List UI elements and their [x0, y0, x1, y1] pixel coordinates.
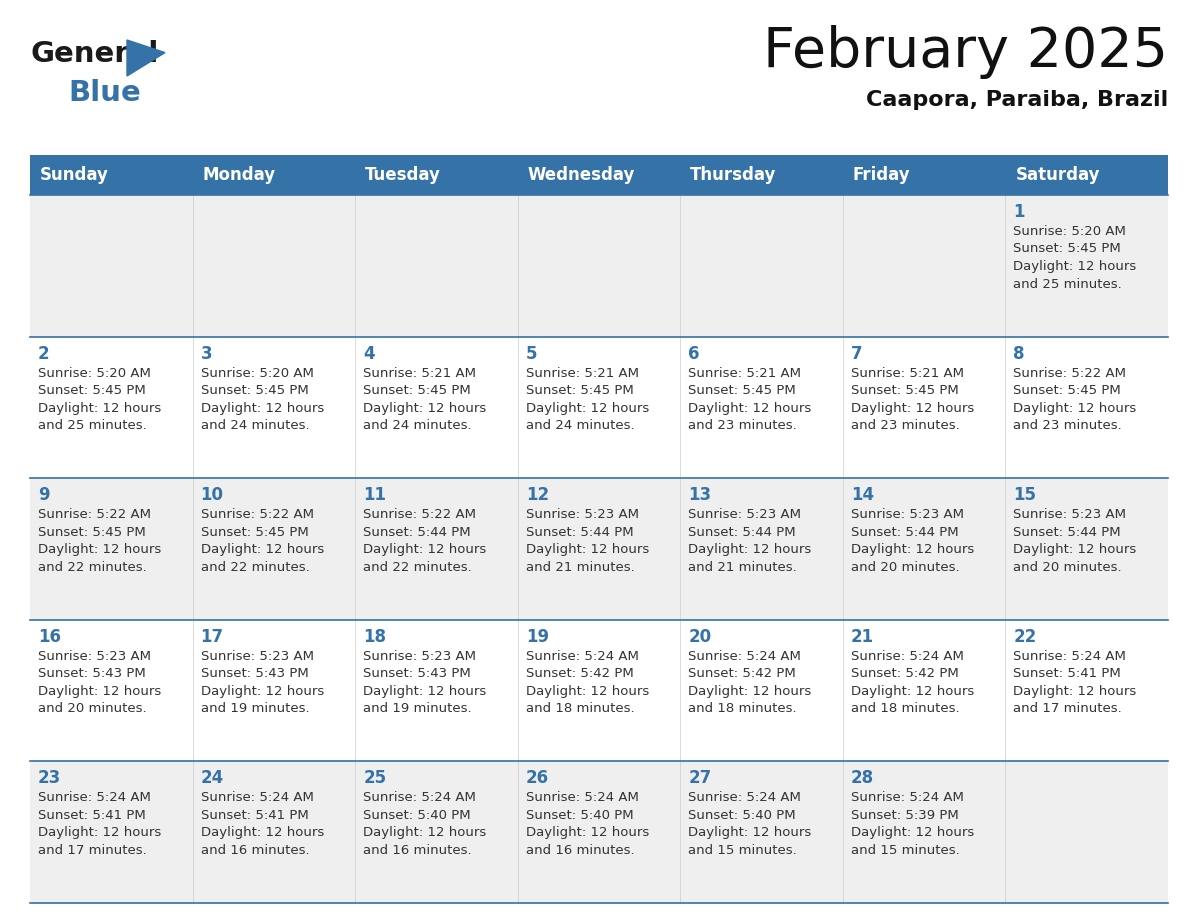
Text: 17: 17: [201, 628, 223, 645]
Text: 8: 8: [1013, 344, 1025, 363]
Text: Monday: Monday: [203, 166, 276, 184]
Text: Friday: Friday: [853, 166, 910, 184]
Text: Sunrise: 5:20 AM
Sunset: 5:45 PM
Daylight: 12 hours
and 24 minutes.: Sunrise: 5:20 AM Sunset: 5:45 PM Dayligh…: [201, 366, 324, 432]
Bar: [30, 761, 1168, 903]
Text: Sunrise: 5:24 AM
Sunset: 5:42 PM
Daylight: 12 hours
and 18 minutes.: Sunrise: 5:24 AM Sunset: 5:42 PM Dayligh…: [526, 650, 649, 715]
Polygon shape: [127, 40, 165, 76]
Text: Sunrise: 5:24 AM
Sunset: 5:42 PM
Daylight: 12 hours
and 18 minutes.: Sunrise: 5:24 AM Sunset: 5:42 PM Dayligh…: [688, 650, 811, 715]
Text: Thursday: Thursday: [690, 166, 777, 184]
Text: Saturday: Saturday: [1016, 166, 1100, 184]
Text: 2: 2: [38, 344, 50, 363]
Text: 9: 9: [38, 487, 50, 504]
Text: Sunrise: 5:23 AM
Sunset: 5:44 PM
Daylight: 12 hours
and 21 minutes.: Sunrise: 5:23 AM Sunset: 5:44 PM Dayligh…: [526, 509, 649, 574]
Text: Sunrise: 5:24 AM
Sunset: 5:40 PM
Daylight: 12 hours
and 15 minutes.: Sunrise: 5:24 AM Sunset: 5:40 PM Dayligh…: [688, 791, 811, 856]
Text: 26: 26: [526, 769, 549, 788]
Bar: [30, 155, 1168, 195]
Text: Sunrise: 5:22 AM
Sunset: 5:45 PM
Daylight: 12 hours
and 22 minutes.: Sunrise: 5:22 AM Sunset: 5:45 PM Dayligh…: [201, 509, 324, 574]
Text: Sunrise: 5:23 AM
Sunset: 5:44 PM
Daylight: 12 hours
and 20 minutes.: Sunrise: 5:23 AM Sunset: 5:44 PM Dayligh…: [1013, 509, 1137, 574]
Text: 4: 4: [364, 344, 374, 363]
Text: Sunrise: 5:24 AM
Sunset: 5:39 PM
Daylight: 12 hours
and 15 minutes.: Sunrise: 5:24 AM Sunset: 5:39 PM Dayligh…: [851, 791, 974, 856]
Text: Sunrise: 5:24 AM
Sunset: 5:41 PM
Daylight: 12 hours
and 17 minutes.: Sunrise: 5:24 AM Sunset: 5:41 PM Dayligh…: [1013, 650, 1137, 715]
Text: 22: 22: [1013, 628, 1037, 645]
Text: Sunrise: 5:24 AM
Sunset: 5:40 PM
Daylight: 12 hours
and 16 minutes.: Sunrise: 5:24 AM Sunset: 5:40 PM Dayligh…: [526, 791, 649, 856]
Text: 6: 6: [688, 344, 700, 363]
Text: 20: 20: [688, 628, 712, 645]
Text: February 2025: February 2025: [763, 25, 1168, 79]
Text: 13: 13: [688, 487, 712, 504]
Bar: [30, 337, 1168, 478]
Text: Tuesday: Tuesday: [365, 166, 441, 184]
Text: 5: 5: [526, 344, 537, 363]
Text: 27: 27: [688, 769, 712, 788]
Text: 23: 23: [38, 769, 62, 788]
Text: Sunrise: 5:23 AM
Sunset: 5:43 PM
Daylight: 12 hours
and 19 minutes.: Sunrise: 5:23 AM Sunset: 5:43 PM Dayligh…: [201, 650, 324, 715]
Text: Sunday: Sunday: [40, 166, 109, 184]
Text: 16: 16: [38, 628, 61, 645]
Text: 21: 21: [851, 628, 874, 645]
Text: Sunrise: 5:21 AM
Sunset: 5:45 PM
Daylight: 12 hours
and 24 minutes.: Sunrise: 5:21 AM Sunset: 5:45 PM Dayligh…: [364, 366, 486, 432]
Text: 3: 3: [201, 344, 213, 363]
Text: Sunrise: 5:22 AM
Sunset: 5:44 PM
Daylight: 12 hours
and 22 minutes.: Sunrise: 5:22 AM Sunset: 5:44 PM Dayligh…: [364, 509, 486, 574]
Text: Sunrise: 5:24 AM
Sunset: 5:41 PM
Daylight: 12 hours
and 16 minutes.: Sunrise: 5:24 AM Sunset: 5:41 PM Dayligh…: [201, 791, 324, 856]
Text: Sunrise: 5:22 AM
Sunset: 5:45 PM
Daylight: 12 hours
and 22 minutes.: Sunrise: 5:22 AM Sunset: 5:45 PM Dayligh…: [38, 509, 162, 574]
Text: 24: 24: [201, 769, 223, 788]
Bar: [30, 478, 1168, 620]
Bar: [30, 620, 1168, 761]
Text: 19: 19: [526, 628, 549, 645]
Text: Sunrise: 5:21 AM
Sunset: 5:45 PM
Daylight: 12 hours
and 23 minutes.: Sunrise: 5:21 AM Sunset: 5:45 PM Dayligh…: [688, 366, 811, 432]
Text: Sunrise: 5:24 AM
Sunset: 5:40 PM
Daylight: 12 hours
and 16 minutes.: Sunrise: 5:24 AM Sunset: 5:40 PM Dayligh…: [364, 791, 486, 856]
Text: 18: 18: [364, 628, 386, 645]
Text: Sunrise: 5:22 AM
Sunset: 5:45 PM
Daylight: 12 hours
and 23 minutes.: Sunrise: 5:22 AM Sunset: 5:45 PM Dayligh…: [1013, 366, 1137, 432]
Text: 14: 14: [851, 487, 874, 504]
Text: 7: 7: [851, 344, 862, 363]
Text: 10: 10: [201, 487, 223, 504]
Text: Blue: Blue: [68, 79, 140, 107]
Text: Sunrise: 5:24 AM
Sunset: 5:42 PM
Daylight: 12 hours
and 18 minutes.: Sunrise: 5:24 AM Sunset: 5:42 PM Dayligh…: [851, 650, 974, 715]
Text: Sunrise: 5:23 AM
Sunset: 5:43 PM
Daylight: 12 hours
and 19 minutes.: Sunrise: 5:23 AM Sunset: 5:43 PM Dayligh…: [364, 650, 486, 715]
Text: 1: 1: [1013, 203, 1025, 221]
Bar: [30, 195, 1168, 337]
Text: Wednesday: Wednesday: [527, 166, 636, 184]
Text: Sunrise: 5:20 AM
Sunset: 5:45 PM
Daylight: 12 hours
and 25 minutes.: Sunrise: 5:20 AM Sunset: 5:45 PM Dayligh…: [38, 366, 162, 432]
Text: Sunrise: 5:23 AM
Sunset: 5:44 PM
Daylight: 12 hours
and 21 minutes.: Sunrise: 5:23 AM Sunset: 5:44 PM Dayligh…: [688, 509, 811, 574]
Text: Sunrise: 5:21 AM
Sunset: 5:45 PM
Daylight: 12 hours
and 24 minutes.: Sunrise: 5:21 AM Sunset: 5:45 PM Dayligh…: [526, 366, 649, 432]
Text: 28: 28: [851, 769, 874, 788]
Text: 25: 25: [364, 769, 386, 788]
Text: Sunrise: 5:23 AM
Sunset: 5:44 PM
Daylight: 12 hours
and 20 minutes.: Sunrise: 5:23 AM Sunset: 5:44 PM Dayligh…: [851, 509, 974, 574]
Text: Sunrise: 5:20 AM
Sunset: 5:45 PM
Daylight: 12 hours
and 25 minutes.: Sunrise: 5:20 AM Sunset: 5:45 PM Dayligh…: [1013, 225, 1137, 290]
Text: 11: 11: [364, 487, 386, 504]
Text: Caapora, Paraiba, Brazil: Caapora, Paraiba, Brazil: [866, 90, 1168, 110]
Text: Sunrise: 5:23 AM
Sunset: 5:43 PM
Daylight: 12 hours
and 20 minutes.: Sunrise: 5:23 AM Sunset: 5:43 PM Dayligh…: [38, 650, 162, 715]
Text: 12: 12: [526, 487, 549, 504]
Text: Sunrise: 5:21 AM
Sunset: 5:45 PM
Daylight: 12 hours
and 23 minutes.: Sunrise: 5:21 AM Sunset: 5:45 PM Dayligh…: [851, 366, 974, 432]
Text: General: General: [30, 40, 158, 68]
Text: Sunrise: 5:24 AM
Sunset: 5:41 PM
Daylight: 12 hours
and 17 minutes.: Sunrise: 5:24 AM Sunset: 5:41 PM Dayligh…: [38, 791, 162, 856]
Text: 15: 15: [1013, 487, 1036, 504]
